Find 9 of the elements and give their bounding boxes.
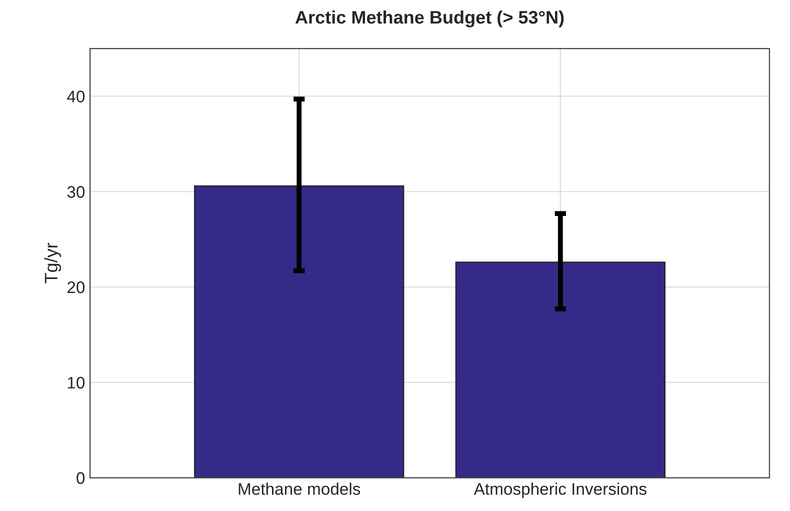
y-tick-label: 30 [67, 186, 85, 198]
y-axis-title: Tg/yr [44, 242, 62, 284]
x-tick-label: Methane models [238, 482, 360, 495]
y-tick-label: 20 [68, 281, 85, 294]
y-tick-label: 40 [67, 90, 85, 102]
y-tick-label: 0 [76, 472, 85, 484]
y-tick-label: 10 [68, 376, 85, 389]
chart-title: Arctic Methane Budget (> 53°N) [295, 10, 564, 28]
x-tick-label: Atmospheric Inversions [474, 482, 646, 498]
